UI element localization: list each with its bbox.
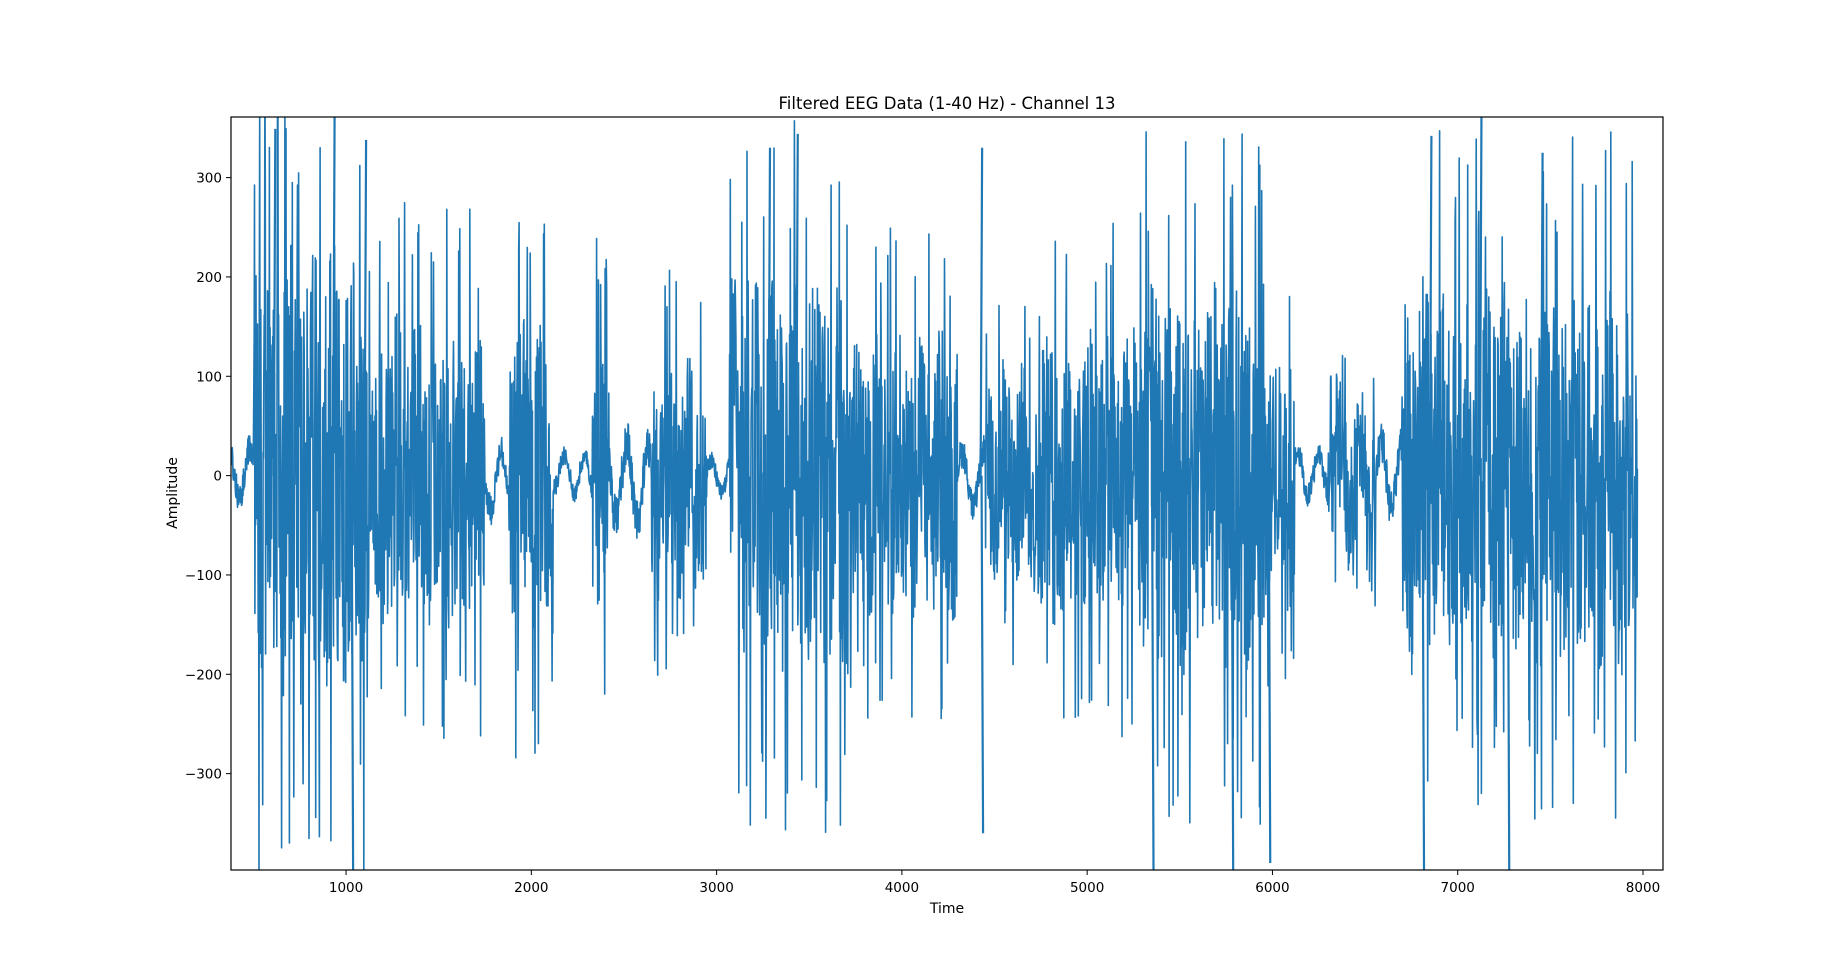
x-tick-label: 4000 bbox=[885, 880, 919, 896]
signal-peak bbox=[980, 475, 985, 834]
y-tick-label: 0 bbox=[213, 469, 222, 485]
signal-peak bbox=[1230, 475, 1235, 870]
signal-peak bbox=[1478, 117, 1483, 476]
y-axis-label: Amplitude bbox=[165, 457, 181, 529]
signal-peak bbox=[1421, 475, 1426, 870]
x-axis-ticks: 1000 2000 3000 4000 5000 6000 7000 8000 bbox=[329, 870, 1660, 896]
y-tick-label: −300 bbox=[185, 767, 222, 783]
x-tick-label: 5000 bbox=[1070, 880, 1104, 896]
plot-area bbox=[231, 117, 1639, 870]
x-tick-label: 6000 bbox=[1255, 880, 1289, 896]
x-tick-label: 3000 bbox=[699, 880, 733, 896]
signal-peak bbox=[1267, 475, 1272, 864]
y-tick-label: −100 bbox=[185, 568, 222, 584]
signal-peak bbox=[363, 139, 368, 476]
signal-peak bbox=[979, 147, 984, 476]
y-tick-label: 100 bbox=[196, 369, 222, 385]
signal-peak bbox=[272, 128, 277, 476]
axes-frame bbox=[230, 116, 1664, 871]
y-tick-label: 300 bbox=[196, 171, 222, 187]
signal-peak bbox=[1539, 152, 1544, 476]
x-tick-label: 2000 bbox=[514, 880, 548, 896]
signal-peak bbox=[1150, 475, 1155, 870]
chart-title: Filtered EEG Data (1-40 Hz) - Channel 13 bbox=[779, 94, 1116, 113]
x-axis-label: Time bbox=[929, 901, 964, 917]
x-tick-label: 8000 bbox=[1626, 880, 1660, 896]
x-tick-label: 1000 bbox=[329, 880, 363, 896]
signal-peak bbox=[1506, 475, 1511, 870]
y-tick-label: 200 bbox=[196, 270, 222, 286]
x-tick-label: 7000 bbox=[1441, 880, 1475, 896]
y-tick-label: −200 bbox=[185, 667, 222, 683]
signal-peak bbox=[350, 475, 355, 870]
signal-peak bbox=[767, 147, 772, 476]
signal-peak bbox=[795, 133, 799, 476]
y-axis-ticks: −300 −200 −100 0 100 200 300 bbox=[185, 171, 231, 783]
eeg-signal-line bbox=[231, 117, 1639, 870]
signal-peak bbox=[1428, 135, 1433, 476]
signal-peak bbox=[331, 117, 336, 476]
